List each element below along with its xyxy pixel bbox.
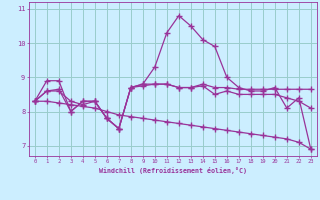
X-axis label: Windchill (Refroidissement éolien,°C): Windchill (Refroidissement éolien,°C) bbox=[99, 167, 247, 174]
